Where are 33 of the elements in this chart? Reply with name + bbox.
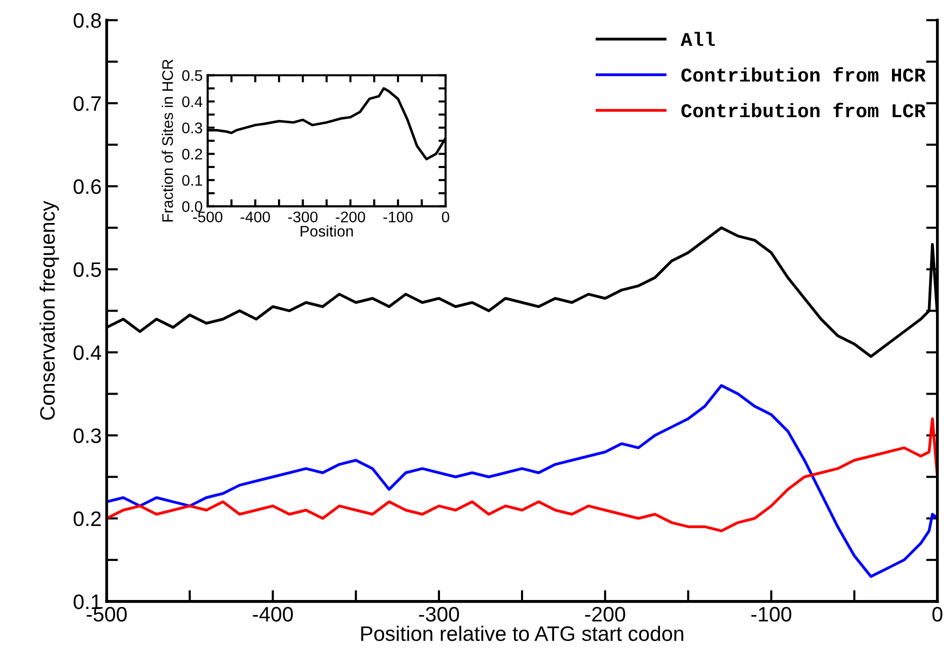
line-series [106, 417, 938, 532]
x-tick-label: 0 [442, 212, 450, 222]
y-tick-label: 0.4 [182, 96, 202, 108]
y-tick-label: 0.0 [182, 201, 202, 212]
legend-label: Contribution from LCR [681, 102, 926, 118]
y-tick-label: 0.8 [74, 13, 101, 28]
line-series [106, 384, 938, 578]
y-tick-label: 0.2 [74, 511, 101, 526]
y-tick-label: 0.4 [74, 345, 102, 360]
y-tick-label: 0.7 [74, 96, 101, 111]
y-tick-label: 0.5 [182, 70, 202, 81]
x-tick-label: -400 [252, 606, 293, 622]
y-axis-title: Conservation frequency [40, 200, 59, 420]
x-tick-label: 0 [932, 606, 942, 622]
y-tick-label: 0.3 [74, 428, 101, 444]
y-tick-label: 0.6 [74, 179, 101, 194]
x-tick-label: -100 [751, 606, 792, 622]
x-tick-label: -100 [383, 212, 413, 222]
y-tick-label: 0.1 [182, 174, 202, 186]
x-tick-label: -200 [336, 212, 366, 222]
y-axis-title: Fraction of Sites in HCR [162, 60, 174, 222]
x-tick-label: -400 [240, 212, 270, 222]
x-axis-title: Position [300, 225, 353, 237]
y-tick-label: 0.5 [74, 262, 101, 278]
x-tick-label: -300 [419, 606, 459, 622]
y-tick-label: 0.3 [182, 122, 202, 134]
x-tick-label: -300 [288, 212, 318, 222]
legend-label: All [680, 32, 715, 46]
x-tick-label: -200 [585, 606, 626, 622]
x-axis-title: Position relative to ATG start codon [361, 626, 684, 642]
y-tick-label: 0.2 [182, 148, 202, 160]
x-tick-label: -500 [193, 212, 222, 222]
legend-label: Contribution from HCR [681, 67, 926, 82]
